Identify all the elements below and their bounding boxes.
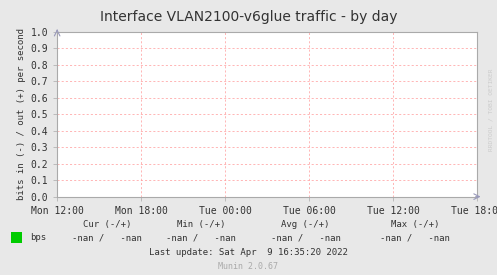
Text: RRDTOOL / TOBI OETIKER: RRDTOOL / TOBI OETIKER <box>489 69 494 151</box>
Y-axis label: bits in (-) / out (+) per second: bits in (-) / out (+) per second <box>17 28 26 200</box>
Text: -nan /   -nan: -nan / -nan <box>72 233 142 242</box>
Text: Avg (-/+): Avg (-/+) <box>281 220 330 229</box>
Text: Munin 2.0.67: Munin 2.0.67 <box>219 262 278 271</box>
Text: Interface VLAN2100-v6glue traffic - by day: Interface VLAN2100-v6glue traffic - by d… <box>100 10 397 24</box>
Text: -nan /   -nan: -nan / -nan <box>271 233 340 242</box>
Text: Max (-/+): Max (-/+) <box>391 220 439 229</box>
Text: bps: bps <box>30 233 46 242</box>
Text: -nan /   -nan: -nan / -nan <box>166 233 236 242</box>
Text: Cur (-/+): Cur (-/+) <box>83 220 131 229</box>
Text: -nan /   -nan: -nan / -nan <box>380 233 450 242</box>
Text: Last update: Sat Apr  9 16:35:20 2022: Last update: Sat Apr 9 16:35:20 2022 <box>149 248 348 257</box>
Text: Min (-/+): Min (-/+) <box>177 220 226 229</box>
